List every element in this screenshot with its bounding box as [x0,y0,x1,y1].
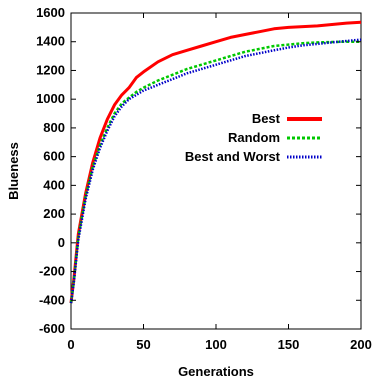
y-tick-label: 1000 [36,91,65,106]
legend: Best Random Best and Worst [185,111,322,164]
x-tick-label: 100 [205,337,227,352]
legend-label-1: Best [252,111,281,126]
x-tick-label: 200 [350,337,372,352]
series-line-1 [69,20,362,304]
series-group [69,20,362,304]
series-line-2 [69,40,361,304]
y-tick-label: -400 [39,292,65,307]
legend-label-2: Random [228,130,280,145]
y-tick-label: -600 [39,321,65,336]
x-tick-label: 150 [278,337,300,352]
y-tick-label: 400 [43,177,65,192]
y-tick-label: 1600 [36,5,65,20]
y-tick-label: 600 [43,149,65,164]
x-axis-title: Generations [178,364,254,379]
y-tick-label: 800 [43,120,65,135]
series-line-3 [69,38,362,304]
y-tick-label: 1200 [36,62,65,77]
x-tick-label: 0 [67,337,74,352]
legend-label-3: Best and Worst [185,149,281,164]
ticks-group: -600-400-2000200400600800100012001400160… [36,5,372,352]
y-tick-label: 200 [43,206,65,221]
y-tick-label: -200 [39,264,65,279]
x-tick-label: 50 [136,337,150,352]
y-tick-label: 0 [58,235,65,250]
y-tick-label: 1400 [36,34,65,49]
y-axis-title: Blueness [6,142,21,200]
